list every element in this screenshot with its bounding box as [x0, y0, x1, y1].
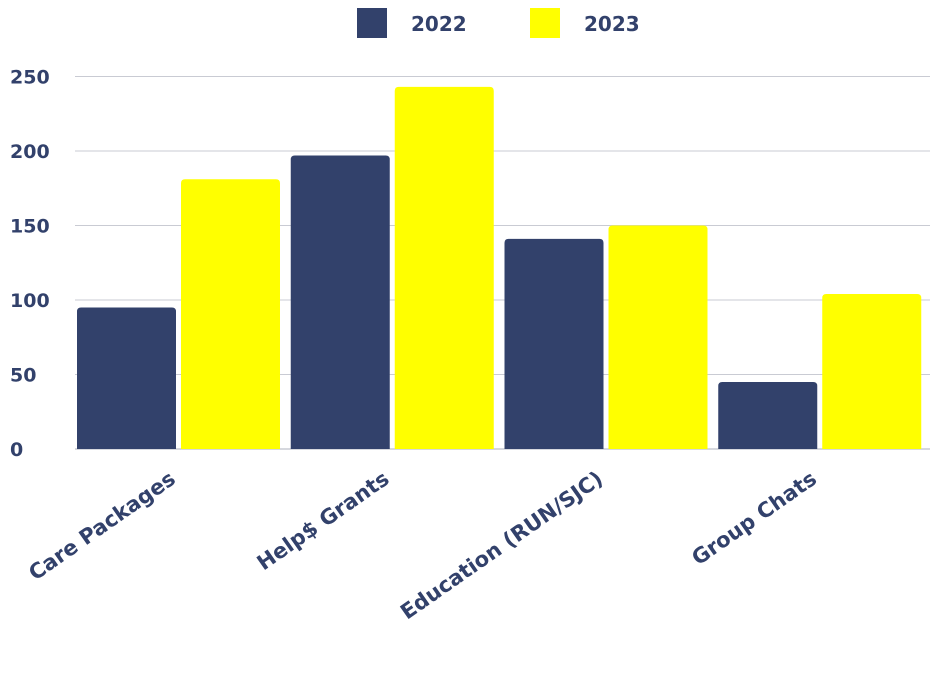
y-tick-label-250: 250 [10, 67, 50, 89]
y-tick-label-150: 150 [10, 216, 50, 238]
y-tick-label-50: 50 [10, 365, 36, 387]
bar-help-grants-2023 [394, 86, 494, 450]
legend-swatch-2023 [530, 8, 560, 38]
bar-group-chats-2023 [822, 294, 922, 449]
bar-help-grants-2022 [290, 155, 390, 449]
y-tick-label-100: 100 [10, 290, 50, 312]
bar-education-run-sjc-2023 [608, 225, 708, 449]
x-tick-label-education-run-sjc: Education (RUN/SJC) [396, 466, 607, 624]
x-axis-tick-labels: Care Packages Help$ Grants Education (RUN/… [24, 466, 821, 624]
x-tick-label-help-grants: Help$ Grants [253, 466, 394, 575]
legend: 2022 2023 [357, 8, 640, 38]
bar-education-run-sjc-2022 [504, 238, 604, 449]
x-tick-label-care-packages: Care Packages [24, 466, 179, 585]
y-tick-label-0: 0 [10, 439, 23, 461]
legend-label-2023: 2023 [584, 12, 640, 36]
legend-swatch-2022 [357, 8, 387, 38]
legend-label-2022: 2022 [411, 12, 467, 36]
bar-group-chats-2022 [718, 381, 818, 449]
bar-care-packages-2023 [181, 179, 280, 449]
bar-care-packages-2022 [77, 307, 176, 449]
x-tick-label-group-chats: Group Chats [687, 466, 821, 570]
y-axis-tick-labels: 0 50 100 150 200 250 [10, 67, 50, 462]
y-tick-label-200: 200 [10, 141, 50, 163]
bars [77, 86, 922, 450]
